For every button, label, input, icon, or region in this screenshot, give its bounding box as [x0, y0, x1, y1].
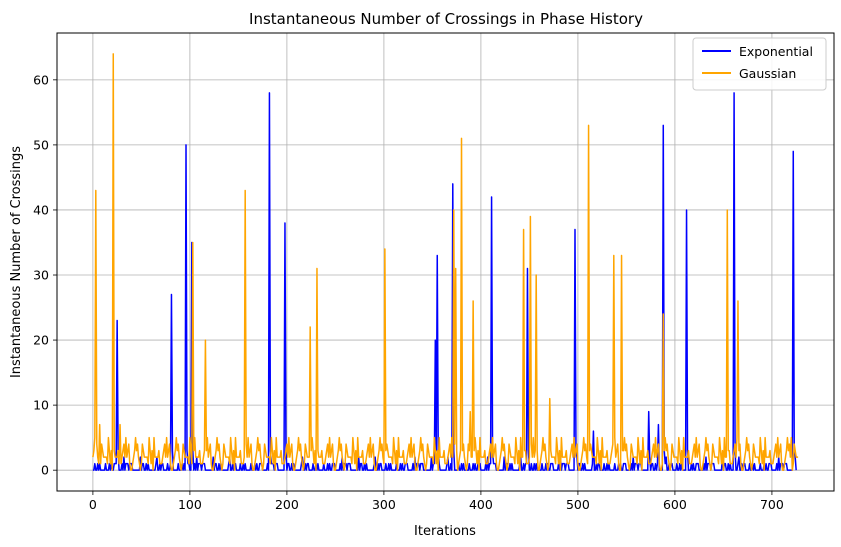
y-tick-label: 0	[41, 463, 49, 478]
x-tick-label: 100	[178, 497, 202, 512]
x-tick-label: 600	[663, 497, 687, 512]
x-tick-label: 0	[89, 497, 97, 512]
x-tick-label: 300	[372, 497, 396, 512]
legend-label-gaussian: Gaussian	[739, 66, 796, 81]
chart-title: Instantaneous Number of Crossings in Pha…	[249, 10, 643, 28]
plot-frame	[56, 32, 835, 492]
y-tick-label: 20	[33, 333, 49, 348]
legend: Exponential Gaussian	[692, 37, 827, 91]
legend-label-exponential: Exponential	[739, 44, 813, 59]
y-axis-label: Instantaneous Number of Crossings	[9, 146, 24, 378]
series-line-exponential	[92, 92, 797, 471]
y-tick-label: 60	[33, 72, 49, 87]
x-axis-label: Iterations	[414, 524, 476, 539]
y-tick-label: 30	[33, 268, 49, 283]
y-tick-label: 50	[33, 137, 49, 152]
x-tick-label: 200	[275, 497, 299, 512]
x-tick-label: 500	[566, 497, 590, 512]
plot-series	[92, 53, 799, 471]
x-axis: 0 100 200 300 400 500 600 700	[89, 491, 784, 512]
x-tick-label: 400	[469, 497, 493, 512]
y-axis: 0 10 20 30 40 50 60	[33, 72, 57, 478]
grid-lines	[57, 33, 834, 491]
y-tick-label: 40	[33, 202, 49, 217]
y-tick-label: 10	[33, 398, 49, 413]
x-tick-label: 700	[760, 497, 784, 512]
series-line-gaussian	[92, 53, 799, 471]
